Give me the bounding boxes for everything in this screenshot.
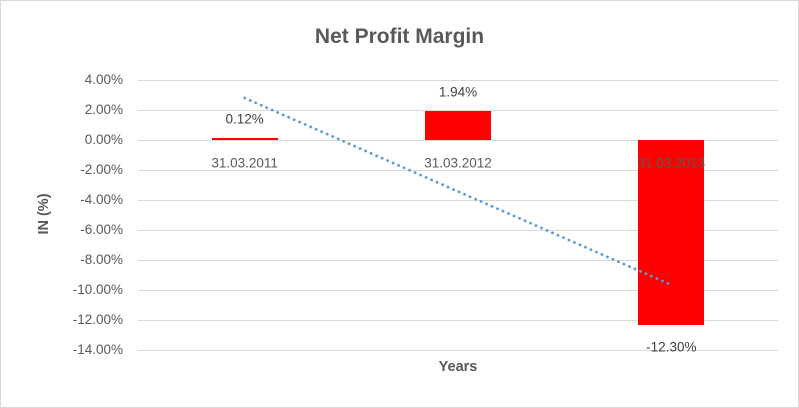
gridline [138,200,778,201]
trendline [243,96,671,286]
y-tick-label: -4.00% [80,192,123,207]
gridline [138,80,778,81]
gridline [138,320,778,321]
y-tick-label: -6.00% [80,222,123,237]
bar-value-label: 1.94% [438,84,478,100]
y-tick-label: 4.00% [84,72,123,87]
bar-31.03.2012 [425,110,491,140]
bar-value-label: -12.30% [646,339,697,354]
x-category-label: 31.03.2013 [637,155,706,171]
y-tick-label: -12.00% [72,312,123,327]
x-category-label: 31.03.2012 [424,155,492,171]
gridline [138,290,778,291]
x-category-label: 31.03.2011 [211,155,278,171]
y-tick-label: -14.00% [72,342,123,357]
gridline [138,350,778,351]
gridline [138,170,778,171]
chart-title: Net Profit Margin [314,25,485,48]
gridline [138,140,778,141]
gridline [138,230,778,231]
bar-31.03.2011 [211,137,278,140]
y-tick-label: -8.00% [80,252,123,267]
y-tick-label: -2.00% [80,162,123,177]
y-tick-label: -10.00% [72,282,123,297]
bar-value-label: 0.12% [225,111,264,126]
x-axis-title: Years [438,359,478,375]
y-tick-label: 2.00% [84,102,123,117]
bar-31.03.2013 [638,140,705,325]
gridline [138,260,778,261]
gridline [138,110,778,111]
y-tick-label: 0.00% [84,132,123,147]
